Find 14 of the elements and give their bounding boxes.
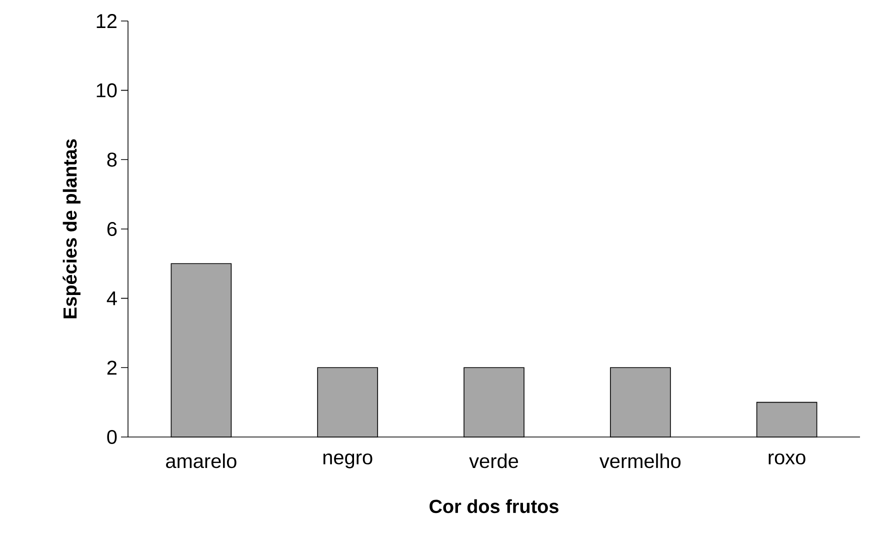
y-axis-title: Espécies de plantas [62,139,80,318]
y-tick-label: 10 [96,83,117,98]
y-tick-label: 12 [96,14,116,28]
y-tick-label: 0 [107,430,117,444]
x-axis-title: Cor dos frutos [430,499,558,514]
y-tick-label: 4 [106,291,117,306]
x-tick-label: roxo [768,454,806,464]
y-tick-label: 2 [107,360,116,375]
x-tick-label: negro [323,454,372,468]
y-tick-label: 8 [107,152,117,167]
y-tick-label: 6 [107,222,117,236]
x-tick-label: amarelo [166,454,236,468]
x-tick-label: verde [469,454,518,468]
x-tick-label: vermelho [599,454,681,468]
